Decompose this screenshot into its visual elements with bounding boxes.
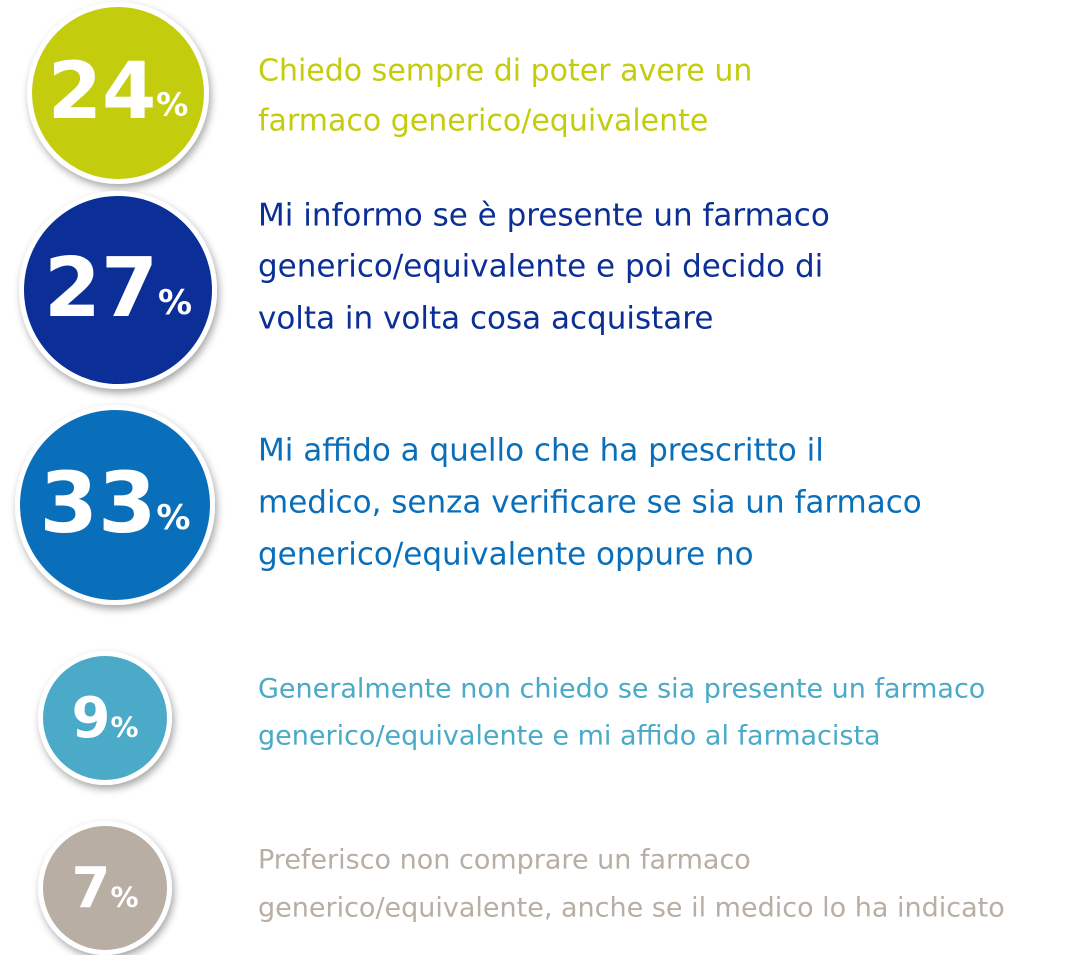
- unit: %: [110, 711, 138, 744]
- circle: [32, 7, 204, 179]
- item: 24% Chiedo sempre di poter avere un farmac…: [27, 2, 752, 184]
- value: 7: [71, 856, 110, 921]
- percentage: 24%: [48, 47, 189, 137]
- description-line: generico/equivalente e mi affido al farm…: [258, 721, 881, 752]
- value: 27: [44, 241, 158, 336]
- item: 33% Mi affido a quello che ha prescritto …: [15, 405, 922, 605]
- description-line: Preferisco non comprare un farmaco: [258, 845, 751, 876]
- circle: [43, 826, 167, 950]
- circle: [24, 196, 212, 384]
- item: 27% Mi informo se è presente un farmaco ge…: [19, 191, 830, 389]
- unit: %: [156, 85, 188, 123]
- description-line: generico/equivalente oppure no: [258, 537, 754, 573]
- percentage: 33%: [40, 454, 191, 552]
- value: 24: [48, 47, 157, 137]
- unit: %: [110, 881, 138, 914]
- description-line: medico, senza verificare se sia un farma…: [258, 485, 922, 521]
- item: 9% Generalmente non chiedo se sia present…: [38, 651, 985, 785]
- description-line: Chiedo sempre di poter avere un: [258, 54, 752, 89]
- description-line: generico/equivalente, anche se il medico…: [258, 893, 1005, 924]
- percentage: 9%: [71, 686, 138, 751]
- unit: %: [158, 282, 192, 322]
- item: 7% Preferisco non comprare un farmaco gene…: [38, 821, 1005, 955]
- description-line: generico/equivalente e poi decido di: [258, 249, 823, 285]
- value: 33: [40, 454, 157, 552]
- percentage: 7%: [71, 856, 138, 921]
- description-line: volta in volta cosa acquistare: [258, 301, 713, 337]
- description-line: Mi informo se è presente un farmaco: [258, 198, 830, 234]
- description-line: Generalmente non chiedo se sia presente …: [258, 674, 985, 705]
- description-line: farmaco generico/equivalente: [258, 104, 708, 139]
- description-line: Mi affido a quello che ha prescritto il: [258, 433, 824, 469]
- circle: [20, 410, 210, 600]
- unit: %: [156, 498, 190, 538]
- percentage: 27%: [44, 241, 192, 336]
- circle: [43, 656, 167, 780]
- value: 9: [71, 686, 110, 751]
